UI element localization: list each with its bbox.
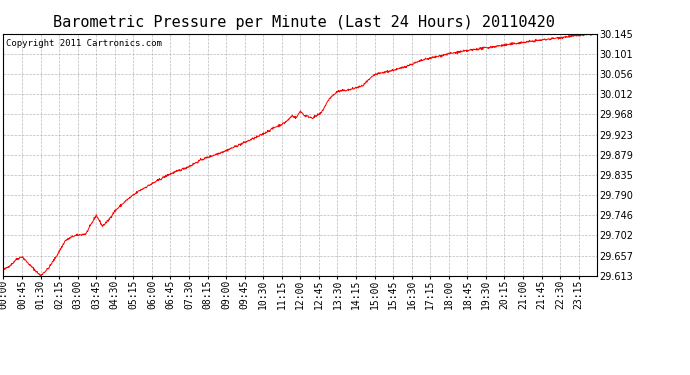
- Text: Barometric Pressure per Minute (Last 24 Hours) 20110420: Barometric Pressure per Minute (Last 24 …: [52, 15, 555, 30]
- Text: Copyright 2011 Cartronics.com: Copyright 2011 Cartronics.com: [6, 39, 162, 48]
